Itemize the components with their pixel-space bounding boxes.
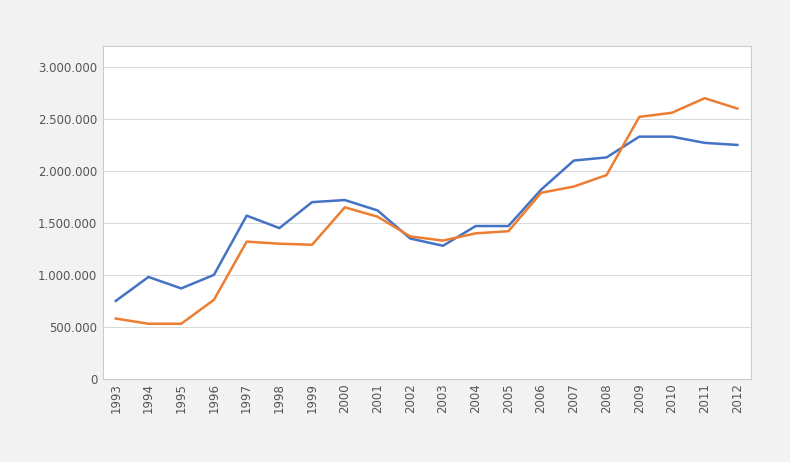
OUTCOMING [732, 106, 742, 111]
INCOMING [111, 298, 121, 304]
INCOMING [700, 140, 709, 146]
INCOMING [634, 134, 644, 140]
OUTCOMING [111, 316, 121, 322]
OUTCOMING [373, 214, 382, 219]
OUTCOMING [209, 297, 219, 303]
OUTCOMING [602, 172, 611, 178]
OUTCOMING [275, 241, 284, 247]
INCOMING [209, 272, 219, 278]
OUTCOMING [504, 229, 514, 234]
Line: INCOMING: INCOMING [116, 137, 737, 301]
OUTCOMING [176, 321, 186, 327]
INCOMING [373, 208, 382, 213]
INCOMING [471, 223, 480, 229]
INCOMING [340, 197, 349, 203]
INCOMING [307, 200, 317, 205]
INCOMING [176, 286, 186, 291]
OUTCOMING [242, 239, 251, 244]
INCOMING [275, 225, 284, 231]
INCOMING [668, 134, 677, 140]
INCOMING [504, 223, 514, 229]
OUTCOMING [668, 110, 677, 116]
OUTCOMING [569, 184, 578, 189]
OUTCOMING [536, 190, 546, 195]
OUTCOMING [700, 95, 709, 101]
INCOMING [732, 142, 742, 148]
INCOMING [438, 243, 448, 249]
INCOMING [569, 158, 578, 163]
OUTCOMING [307, 242, 317, 248]
OUTCOMING [634, 114, 644, 120]
INCOMING [602, 155, 611, 160]
OUTCOMING [144, 321, 153, 327]
OUTCOMING [340, 205, 349, 210]
OUTCOMING [405, 234, 415, 239]
Line: OUTCOMING: OUTCOMING [116, 98, 737, 324]
OUTCOMING [438, 238, 448, 243]
OUTCOMING [471, 231, 480, 236]
INCOMING [144, 274, 153, 280]
INCOMING [536, 187, 546, 192]
INCOMING [405, 236, 415, 241]
INCOMING [242, 213, 251, 219]
